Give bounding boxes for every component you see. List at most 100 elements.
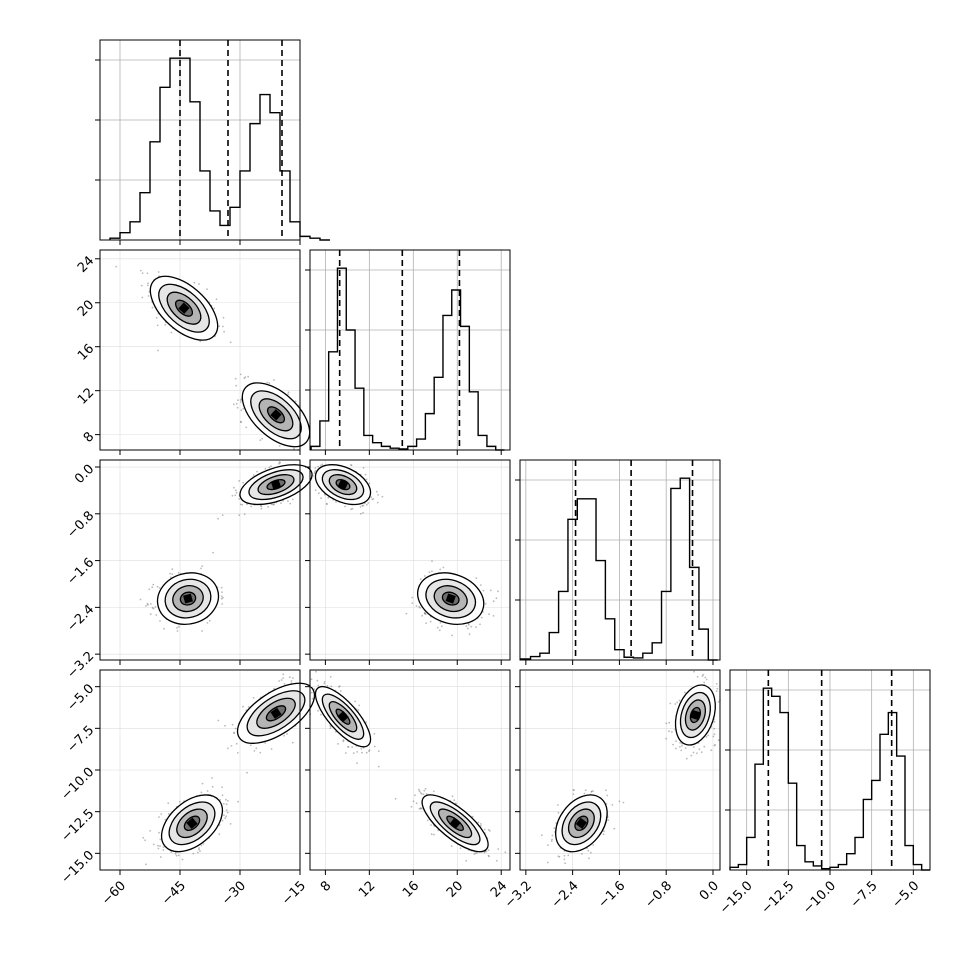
sample-point	[243, 513, 246, 516]
sample-point	[712, 735, 715, 738]
y-tick-label: −7.5	[64, 723, 97, 756]
sample-point	[148, 588, 151, 591]
sample-point	[200, 567, 202, 570]
sample-point	[155, 316, 158, 319]
x-tick-label: −30	[219, 878, 249, 908]
sample-point	[323, 681, 326, 683]
panel-0-0	[95, 39, 330, 245]
sample-point	[260, 507, 263, 510]
x-tick-label: −45	[159, 878, 189, 908]
sample-point	[680, 749, 683, 752]
panel-frame	[99, 459, 301, 661]
sample-point	[289, 502, 292, 505]
sample-point	[246, 771, 248, 774]
sample-point	[338, 686, 340, 688]
sample-point	[606, 794, 609, 797]
sample-point	[692, 746, 695, 748]
sample-point	[487, 828, 490, 831]
sample-point	[231, 494, 234, 497]
sample-point	[683, 691, 686, 694]
sample-point	[312, 474, 314, 477]
sample-point	[139, 598, 142, 601]
sample-point	[592, 844, 595, 846]
sample-point	[243, 377, 246, 380]
panel-frame	[99, 39, 301, 241]
sample-point	[414, 794, 416, 797]
sample-point	[376, 501, 379, 504]
sample-point	[171, 568, 174, 571]
sample-point	[573, 789, 575, 792]
density-clusters	[540, 670, 721, 865]
sample-point	[146, 602, 149, 605]
sample-point	[144, 839, 147, 842]
sample-point	[222, 802, 225, 805]
sample-point	[242, 407, 245, 410]
sample-point	[679, 741, 681, 744]
sample-point	[147, 295, 150, 297]
sample-point	[156, 585, 159, 588]
sample-point	[465, 625, 468, 628]
sample-point	[152, 583, 155, 586]
sample-point	[356, 751, 359, 753]
histogram-step	[310, 267, 505, 451]
sample-point	[115, 265, 118, 268]
sample-point	[715, 690, 718, 692]
sample-point	[268, 382, 271, 385]
y-tick-label: 8	[81, 429, 97, 445]
sample-point	[279, 461, 281, 464]
sample-point	[423, 575, 426, 577]
sample-point	[237, 399, 239, 402]
sample-point	[422, 793, 425, 796]
density-peak	[270, 479, 282, 490]
sample-point	[710, 749, 713, 752]
histogram-step	[109, 57, 330, 241]
sample-point	[421, 614, 424, 617]
sample-point	[563, 854, 566, 857]
sample-point	[313, 472, 316, 475]
sample-point	[139, 269, 142, 272]
sample-point	[468, 633, 471, 636]
sample-point	[704, 676, 707, 679]
sample-point	[280, 502, 282, 504]
sample-point	[239, 503, 242, 506]
sample-point	[484, 603, 487, 605]
sample-point	[431, 560, 433, 562]
sample-point	[146, 284, 149, 287]
sample-point	[310, 691, 313, 694]
sample-point	[339, 690, 342, 692]
sample-point	[199, 340, 202, 343]
sample-point	[618, 800, 621, 803]
sample-point	[703, 681, 705, 684]
sample-point	[235, 491, 238, 494]
sample-point	[451, 795, 454, 798]
sample-point	[272, 503, 275, 506]
sample-point	[681, 744, 683, 747]
sample-point	[167, 802, 170, 804]
sample-point	[342, 740, 345, 743]
sample-point	[198, 283, 200, 285]
sample-point	[381, 495, 384, 498]
sample-point	[475, 577, 478, 579]
density-peak	[270, 409, 282, 421]
sample-point	[361, 751, 363, 754]
sample-point	[230, 745, 233, 747]
y-tick-label: −2.4	[64, 602, 97, 635]
sample-point	[603, 830, 605, 833]
sample-point	[167, 813, 170, 815]
sample-point	[326, 684, 329, 687]
density-peak	[183, 593, 193, 604]
sample-point	[425, 793, 428, 795]
sample-point	[176, 630, 179, 632]
y-tick-label: −10.0	[59, 765, 98, 804]
sample-point	[313, 688, 316, 691]
sample-point	[310, 678, 313, 681]
sample-point	[497, 590, 499, 593]
sample-point	[177, 571, 180, 574]
sample-point	[198, 847, 200, 849]
sample-point	[273, 503, 275, 505]
panel-3-0: −15.0−12.5−10.0−7.5−5.0−60 −45 −30 −15	[59, 669, 316, 908]
sample-point	[320, 497, 322, 500]
sample-point	[252, 697, 255, 699]
sample-point	[240, 409, 243, 412]
sample-point	[221, 786, 224, 788]
